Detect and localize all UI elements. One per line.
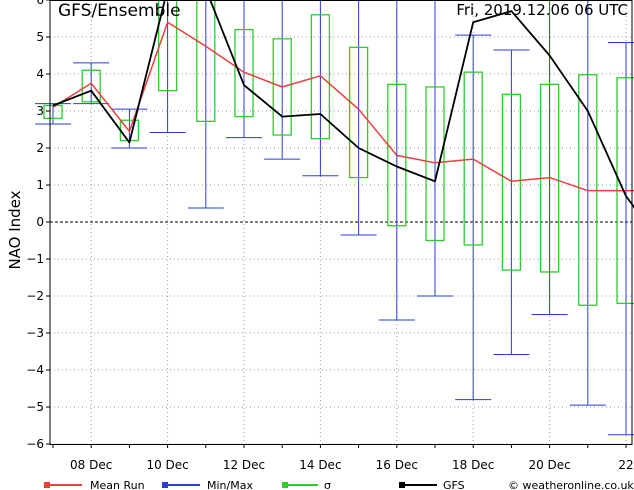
series-lines: [52, 0, 634, 209]
credit-text: © weatheronline.co.uk: [508, 479, 634, 490]
legend-marker-minmax: [162, 482, 168, 488]
legend-item-minmax: Min/Max: [162, 479, 253, 490]
y-tick-label: 1: [36, 178, 44, 192]
y-axis-label: NAO Index: [6, 190, 24, 269]
x-tick-label: 20 Dec: [528, 458, 570, 472]
legend-marker-gfs: [399, 482, 405, 488]
sigma-box: [272, 38, 292, 136]
y-tick-label: 3: [36, 104, 44, 118]
x-tick-label: 14 Dec: [299, 458, 341, 472]
sigma-box: [234, 28, 254, 118]
y-tick-label: −4: [26, 363, 44, 377]
x-tick-label: 10 Dec: [146, 458, 188, 472]
legend-item-gfs: GFS: [399, 479, 465, 490]
legend: Mean Run Min/Max σ GFS: [44, 479, 465, 490]
sigma-box: [463, 71, 483, 246]
sigma-box: [348, 46, 369, 179]
chart-title: GFS/Ensemble: [58, 1, 181, 21]
legend-marker-sigma: [282, 482, 288, 488]
sigma-box: [81, 69, 101, 103]
y-tick-label: 5: [36, 30, 44, 44]
x-tick-label: 22: [618, 458, 633, 472]
series-line-gfs: [52, 0, 634, 209]
y-tick-label: −1: [26, 252, 44, 266]
sigma-box: [425, 86, 445, 242]
y-tick-label: 6: [36, 0, 44, 7]
series-line-mean-run: [52, 21, 634, 192]
sigma-box: [196, 0, 216, 123]
y-tick-label: −5: [26, 400, 44, 414]
y-axis-ticks: −6 −5 −4 −3 −2 −1 0 1 2 3 4 5 6: [26, 0, 50, 451]
legend-label-sigma: σ: [324, 479, 331, 490]
y-tick-label: 2: [36, 141, 44, 155]
y-tick-label: 4: [36, 67, 44, 81]
sigma-box: [501, 93, 522, 271]
sigma-box: [310, 14, 331, 140]
legend-marker-mean-run: [44, 482, 50, 488]
legend-label-mean-run: Mean Run: [90, 479, 145, 490]
sigma-box: [387, 83, 407, 227]
x-axis-ticks: 08 Dec 10 Dec 12 Dec 14 Dec 16 Dec 18 Dec 20 D…: [52, 444, 634, 472]
y-tick-label: −2: [26, 289, 44, 303]
legend-item-sigma: σ: [282, 479, 331, 490]
legend-label-minmax: Min/Max: [207, 479, 253, 490]
x-tick-label: 12 Dec: [223, 458, 265, 472]
x-tick-label: 16 Dec: [376, 458, 418, 472]
sigma-box: [157, 0, 178, 92]
y-tick-label: −3: [26, 326, 44, 340]
y-tick-label: 0: [36, 215, 44, 229]
run-timestamp: Fri, 2019.12.06 06 UTC: [456, 1, 628, 19]
legend-label-gfs: GFS: [443, 479, 465, 490]
y-tick-label: −6: [26, 437, 44, 451]
x-tick-label: 08 Dec: [70, 458, 112, 472]
legend-item-mean-run: Mean Run: [44, 479, 145, 490]
x-tick-label: 18 Dec: [452, 458, 494, 472]
